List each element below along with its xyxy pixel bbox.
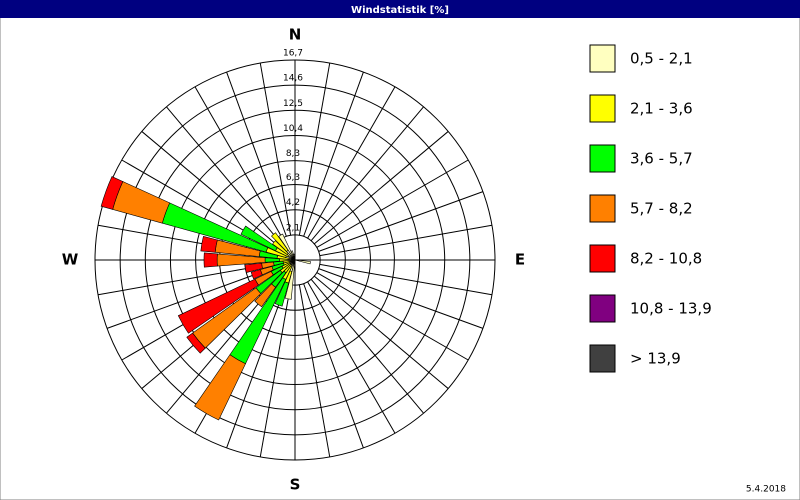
spoke <box>226 71 287 237</box>
spoke <box>313 275 449 389</box>
spoke <box>310 106 424 242</box>
compass-label: N <box>289 26 302 44</box>
wedge <box>278 233 296 261</box>
chart-title: Windstatistik [%] <box>351 5 449 16</box>
legend-swatch <box>589 294 616 323</box>
wedge <box>177 278 259 334</box>
tick-label: 12,5 <box>283 99 303 109</box>
tick-label: 16,7 <box>283 49 303 59</box>
legend-swatch <box>589 44 616 73</box>
legend-label: 5,7 - 8,2 <box>630 200 693 218</box>
wedge <box>186 332 206 354</box>
spoke <box>141 131 277 245</box>
legend-swatch <box>589 344 616 373</box>
spoke <box>298 284 331 458</box>
wedge <box>240 225 278 252</box>
legend-label: 10,8 - 13,9 <box>630 300 712 318</box>
spoke <box>259 62 292 236</box>
spoke <box>307 281 396 434</box>
legend-label: 2,1 - 3,6 <box>630 100 693 118</box>
spoke <box>316 272 469 361</box>
spoke <box>298 62 331 236</box>
wedge <box>271 232 289 252</box>
wedge <box>200 235 218 253</box>
tick-label: 8,3 <box>286 149 300 159</box>
spoke <box>319 263 493 296</box>
spoke <box>97 263 271 296</box>
wedge <box>244 262 263 273</box>
legend-swatch <box>589 144 616 173</box>
title-bar <box>0 0 800 18</box>
wedge <box>100 176 124 210</box>
wedge <box>203 252 218 268</box>
wedge <box>194 354 246 421</box>
date: 5.4.2018 <box>746 485 786 495</box>
tick-label: 4,2 <box>286 198 300 208</box>
spoke <box>310 278 424 414</box>
spoke <box>313 131 449 245</box>
spoke <box>226 283 287 449</box>
spoke <box>318 268 484 329</box>
spoke <box>259 284 292 458</box>
spoke <box>166 106 280 242</box>
spoke <box>106 268 272 329</box>
wedge <box>250 269 263 280</box>
compass-label: S <box>290 476 301 494</box>
legend-swatch <box>589 244 616 273</box>
spoke <box>303 71 364 237</box>
spoke <box>194 86 283 239</box>
wedge <box>274 281 289 307</box>
spoke <box>318 191 484 252</box>
legend-label: > 13,9 <box>630 350 681 368</box>
spoke <box>307 86 396 239</box>
wedge <box>290 250 296 261</box>
spoke <box>319 224 493 257</box>
wedge <box>294 259 311 265</box>
compass-label: E <box>515 251 525 269</box>
compass-label: W <box>62 251 79 269</box>
legend-label: 8,2 - 10,8 <box>630 250 702 268</box>
legend-swatch <box>589 94 616 123</box>
legend-label: 3,6 - 5,7 <box>630 150 693 168</box>
wedge <box>293 253 296 261</box>
legend-swatch <box>589 194 616 223</box>
legend-label: 0,5 - 2,1 <box>630 50 693 68</box>
tick-label: 14,6 <box>283 74 303 84</box>
spoke <box>316 159 469 248</box>
wedge <box>254 283 276 308</box>
spoke <box>303 283 364 449</box>
tick-label: 2,1 <box>286 223 300 233</box>
tick-label: 6,3 <box>286 173 300 183</box>
wedge <box>272 240 289 255</box>
tick-label: 10,4 <box>283 124 303 134</box>
